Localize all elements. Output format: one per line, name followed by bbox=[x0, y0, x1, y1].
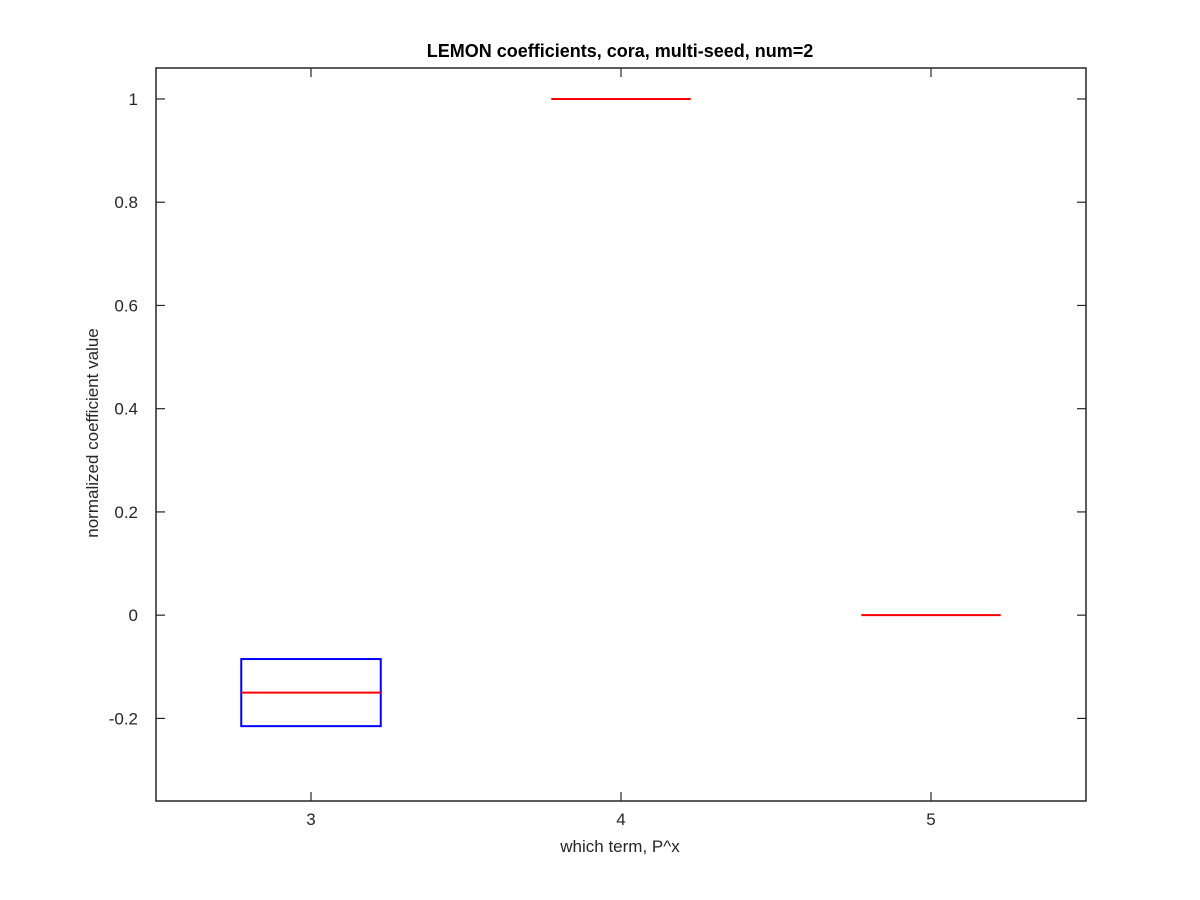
y-axis-label: normalized coefficient value bbox=[83, 328, 102, 537]
x-tick-label: 5 bbox=[926, 810, 935, 829]
y-tick-label: 1 bbox=[129, 90, 138, 109]
axes-frame bbox=[155, 67, 1087, 802]
chart-title: LEMON coefficients, cora, multi-seed, nu… bbox=[427, 41, 814, 61]
y-tick-label: 0.8 bbox=[114, 193, 138, 212]
y-tick-label: 0 bbox=[129, 606, 138, 625]
x-tick-label: 4 bbox=[616, 810, 625, 829]
x-axis-label: which term, P^x bbox=[559, 837, 680, 856]
y-tick-label: 0.4 bbox=[114, 400, 138, 419]
y-tick-label: 0.6 bbox=[114, 296, 138, 315]
y-tick-label: -0.2 bbox=[109, 709, 138, 728]
x-tick-label: 3 bbox=[306, 810, 315, 829]
y-tick-label: 0.2 bbox=[114, 503, 138, 522]
plot-area: -0.2 0 0.2 0.4 0.6 0.8 1 3 4 5 bbox=[109, 67, 1087, 829]
